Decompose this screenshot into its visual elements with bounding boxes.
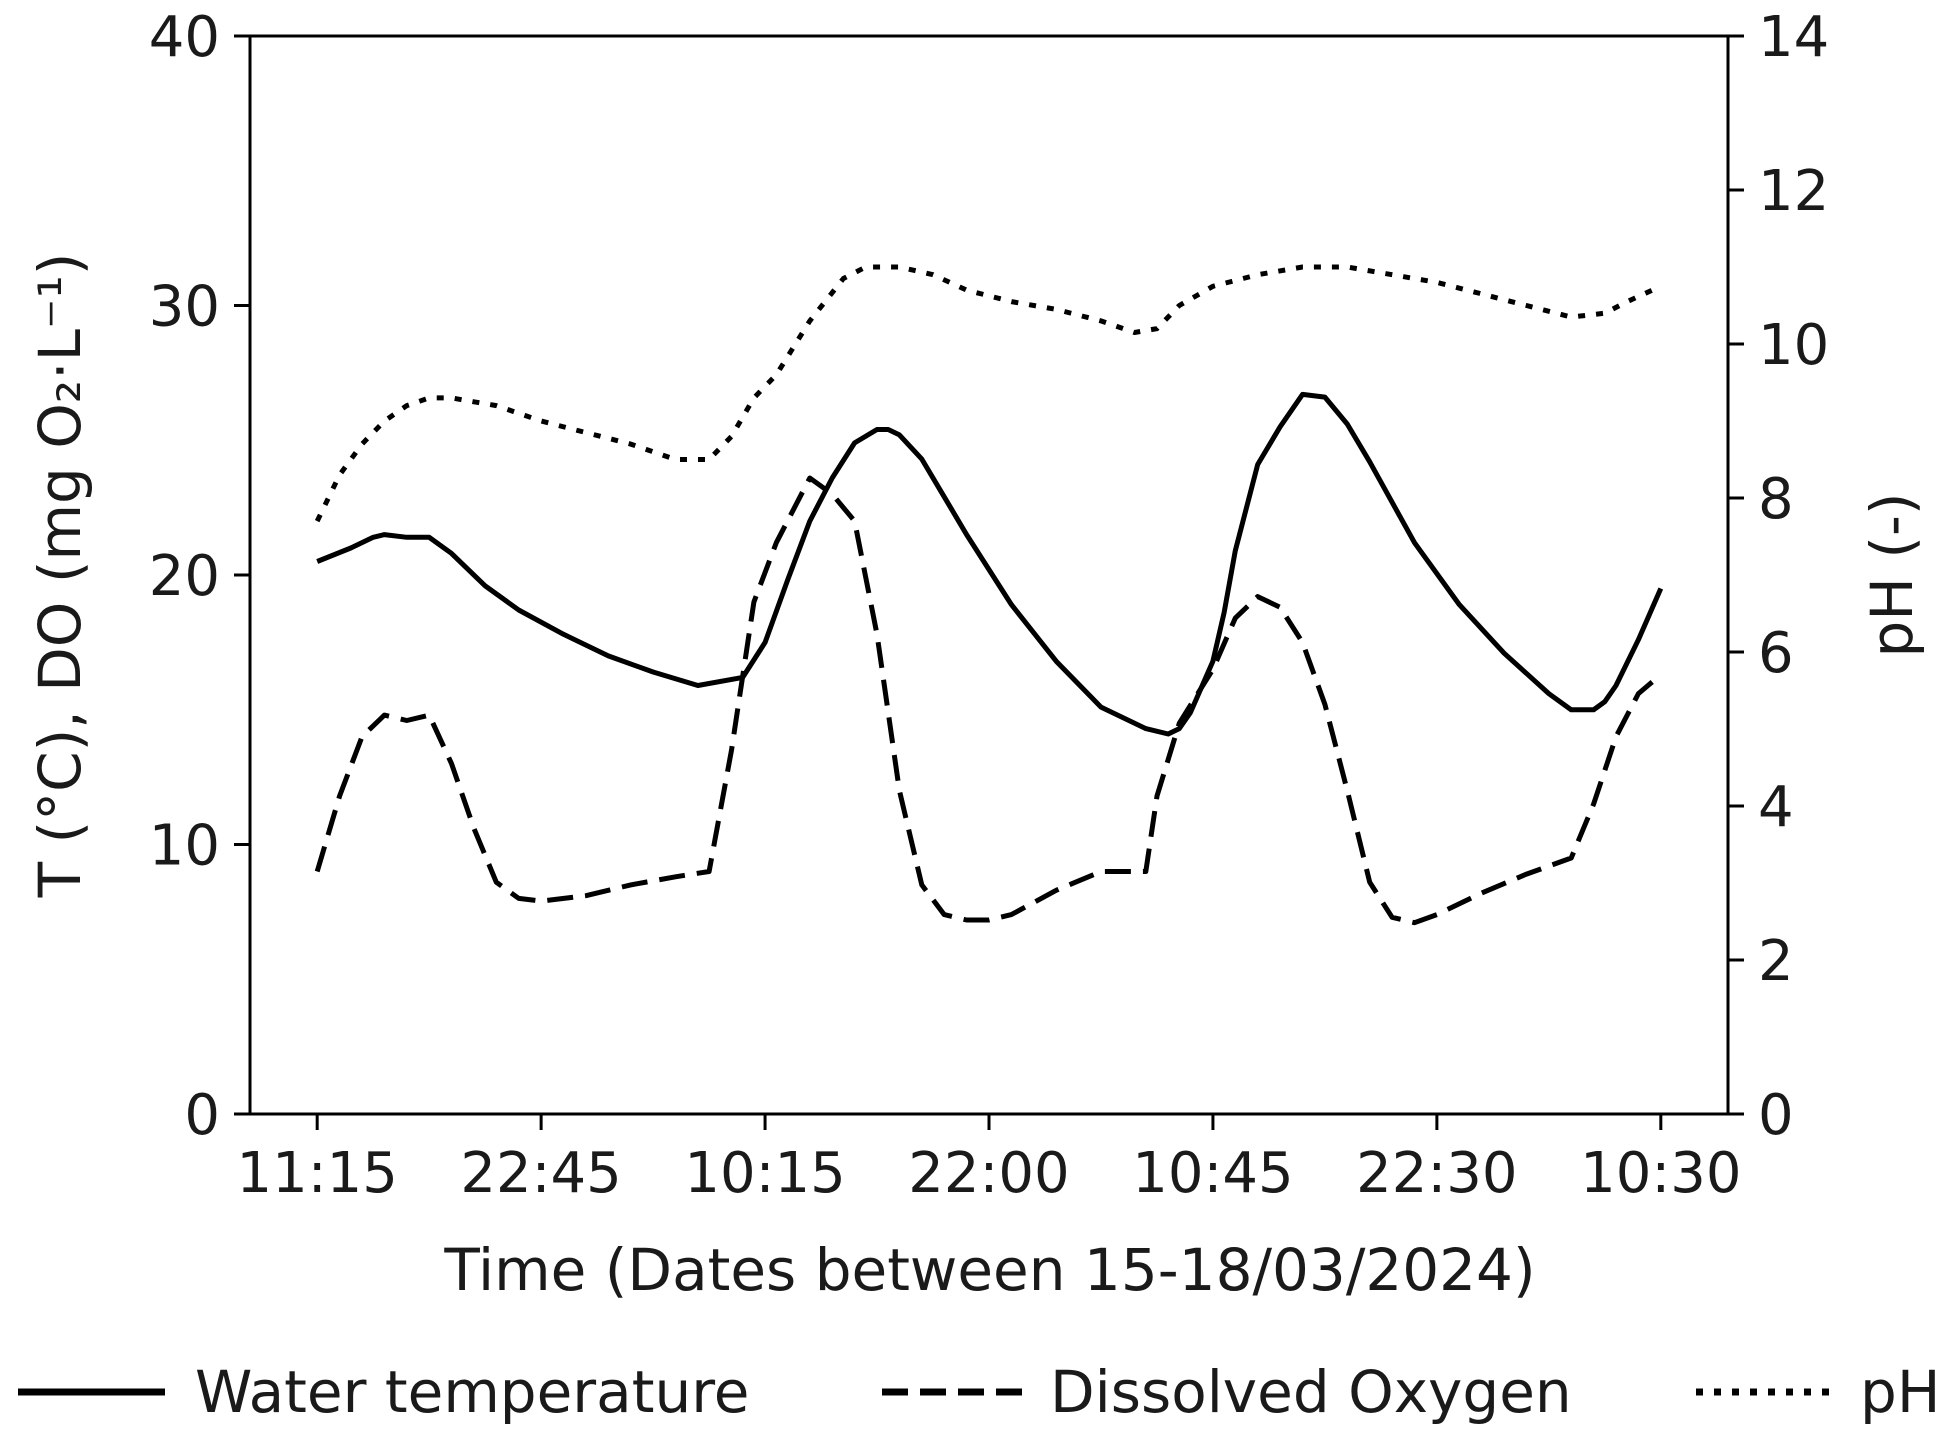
x-tick-label: 10:45 [1132, 1141, 1293, 1206]
right-y-tick-label: 0 [1758, 1083, 1794, 1148]
legend-label-water-temperature: Water temperature [195, 1358, 749, 1426]
legend-label-dissolved-oxygen: Dissolved Oxygen [1050, 1358, 1572, 1426]
series-line-ph [314, 264, 1662, 523]
legend-label-ph: pH [1860, 1358, 1940, 1426]
right-y-tick-label: 10 [1758, 313, 1829, 378]
left-y-tick-label: 40 [149, 5, 220, 70]
right-y-tick-label: 2 [1758, 929, 1794, 994]
x-tick-label: 22:00 [908, 1141, 1069, 1206]
x-tick-label: 22:30 [1356, 1141, 1517, 1206]
left-y-axis: 0 10 20 30 40 [149, 5, 250, 1148]
series-layer [314, 264, 1664, 926]
right-y-tick-label: 4 [1758, 775, 1794, 840]
series-line-dissolved-oxygen [314, 475, 1663, 926]
y-axis-left-title: T (°C), DO (mg O₂·L⁻¹) [26, 253, 94, 899]
legend: Water temperature Dissolved Oxygen pH [18, 1358, 1940, 1426]
x-tick-label: 11:15 [236, 1141, 397, 1206]
right-y-tick-label: 12 [1758, 159, 1829, 224]
left-y-tick-label: 10 [149, 814, 220, 879]
x-axis: 11:15 22:45 10:15 22:00 10:45 22:30 10:30 [236, 1114, 1742, 1206]
left-y-tick-label: 0 [184, 1083, 220, 1148]
right-y-tick-label: 6 [1758, 621, 1794, 686]
right-y-tick-label: 14 [1758, 5, 1829, 70]
left-y-tick-label: 30 [149, 275, 220, 340]
x-axis-title: Time (Dates between 15-18/03/2024) [443, 1236, 1535, 1304]
right-y-axis: 0 2 4 6 8 10 12 14 [1728, 5, 1829, 1148]
x-tick-label: 10:15 [684, 1141, 845, 1206]
y-axis-right-title: pH (-) [1858, 492, 1926, 657]
x-tick-label: 22:45 [460, 1141, 621, 1206]
left-y-tick-label: 20 [149, 544, 220, 609]
right-y-tick-label: 8 [1758, 467, 1794, 532]
x-tick-label: 10:30 [1580, 1141, 1741, 1206]
series-line-water-temperature [316, 391, 1664, 737]
